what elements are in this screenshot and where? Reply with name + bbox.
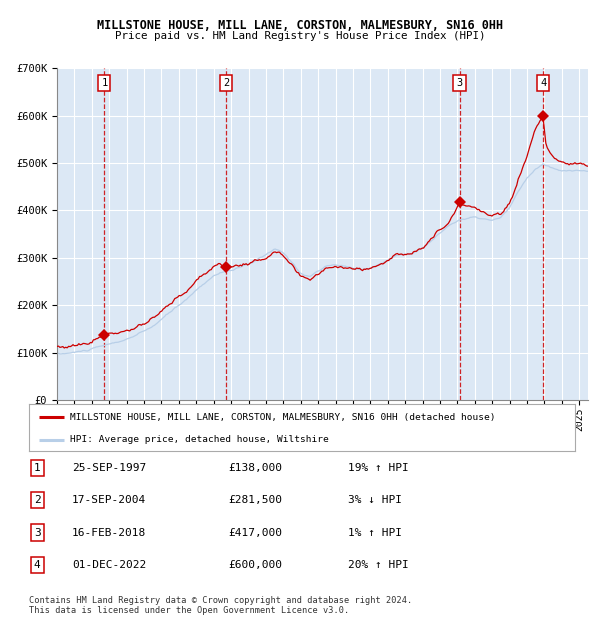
Text: £281,500: £281,500 bbox=[228, 495, 282, 505]
Text: 3% ↓ HPI: 3% ↓ HPI bbox=[348, 495, 402, 505]
Text: 4: 4 bbox=[540, 78, 546, 88]
Text: 4: 4 bbox=[34, 560, 41, 570]
Text: 1: 1 bbox=[101, 78, 107, 88]
Text: 01-DEC-2022: 01-DEC-2022 bbox=[72, 560, 146, 570]
Text: 17-SEP-2004: 17-SEP-2004 bbox=[72, 495, 146, 505]
Text: Price paid vs. HM Land Registry's House Price Index (HPI): Price paid vs. HM Land Registry's House … bbox=[115, 31, 485, 41]
Text: 1% ↑ HPI: 1% ↑ HPI bbox=[348, 528, 402, 538]
Text: 2: 2 bbox=[223, 78, 229, 88]
Text: £600,000: £600,000 bbox=[228, 560, 282, 570]
Text: £138,000: £138,000 bbox=[228, 463, 282, 473]
Text: 3: 3 bbox=[457, 78, 463, 88]
Text: 16-FEB-2018: 16-FEB-2018 bbox=[72, 528, 146, 538]
Text: 19% ↑ HPI: 19% ↑ HPI bbox=[348, 463, 409, 473]
Text: MILLSTONE HOUSE, MILL LANE, CORSTON, MALMESBURY, SN16 0HH (detached house): MILLSTONE HOUSE, MILL LANE, CORSTON, MAL… bbox=[70, 413, 495, 422]
Text: HPI: Average price, detached house, Wiltshire: HPI: Average price, detached house, Wilt… bbox=[70, 435, 329, 444]
Text: 25-SEP-1997: 25-SEP-1997 bbox=[72, 463, 146, 473]
Text: 1: 1 bbox=[34, 463, 41, 473]
Text: Contains HM Land Registry data © Crown copyright and database right 2024.
This d: Contains HM Land Registry data © Crown c… bbox=[29, 596, 412, 615]
Text: 3: 3 bbox=[34, 528, 41, 538]
Text: MILLSTONE HOUSE, MILL LANE, CORSTON, MALMESBURY, SN16 0HH: MILLSTONE HOUSE, MILL LANE, CORSTON, MAL… bbox=[97, 19, 503, 32]
Text: £417,000: £417,000 bbox=[228, 528, 282, 538]
Text: 20% ↑ HPI: 20% ↑ HPI bbox=[348, 560, 409, 570]
Text: 2: 2 bbox=[34, 495, 41, 505]
